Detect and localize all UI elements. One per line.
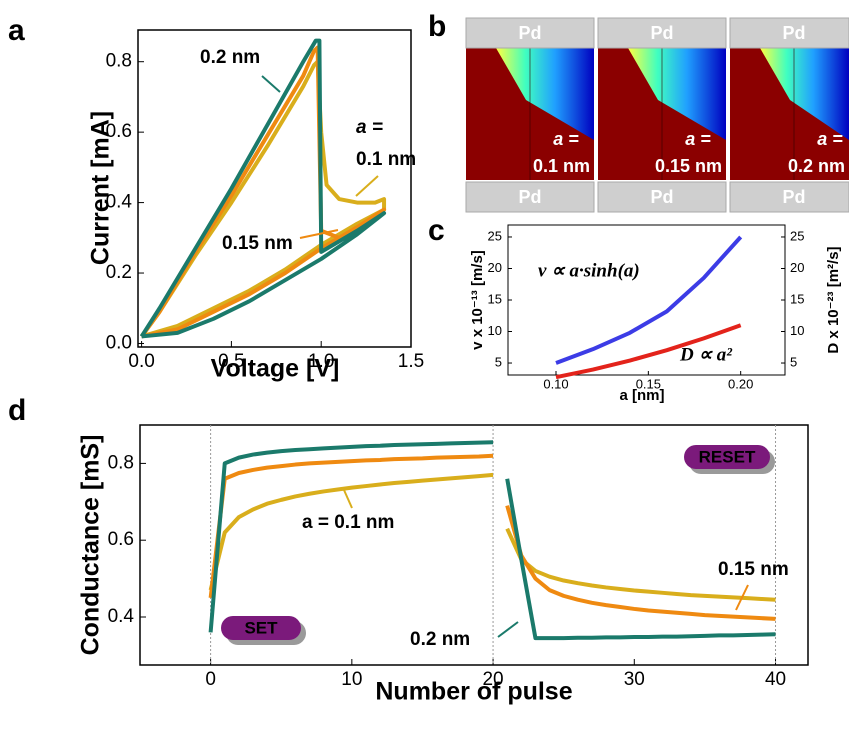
data-line xyxy=(139,45,387,339)
x-tick-label: 0.10 xyxy=(543,376,568,391)
badge-label: SET xyxy=(244,618,278,637)
heatmap-band xyxy=(628,48,726,140)
param-label: a = xyxy=(553,129,579,149)
annotation: 0.2 nm xyxy=(410,629,470,650)
plot-frame xyxy=(139,424,809,666)
plot-frame xyxy=(507,224,786,376)
x-axis-label: Voltage [V] xyxy=(211,355,340,383)
data-line xyxy=(208,453,494,599)
x-tick-label: 0.5 xyxy=(218,351,244,372)
param-label: a = xyxy=(817,129,843,149)
y-tick-label: 10 xyxy=(488,323,502,338)
data-line xyxy=(505,478,776,641)
x-tick-label: 0.0 xyxy=(128,351,154,372)
annotation-arrow xyxy=(299,229,339,239)
x-tick-label: 40 xyxy=(765,669,786,690)
y-axis-label: v x 10⁻¹³ [m/s] xyxy=(469,250,486,350)
x-axis-label: a [nm] xyxy=(620,387,665,404)
param-value: 0.1 nm xyxy=(533,156,590,176)
x-tick-label: 30 xyxy=(624,669,645,690)
annotation-arrow xyxy=(497,621,519,638)
annotation-arrow xyxy=(355,175,379,197)
data-line xyxy=(555,323,742,380)
data-line xyxy=(139,59,387,339)
electrode xyxy=(465,181,595,213)
electrode xyxy=(465,17,595,49)
annotation: a = xyxy=(356,117,383,138)
panel-label: b xyxy=(428,10,446,43)
data-line xyxy=(555,235,743,365)
annotation-arrow xyxy=(261,75,281,93)
heatmap-band xyxy=(760,48,849,140)
y-tick-label: 5 xyxy=(495,354,502,369)
y-axis-label: Current [mA] xyxy=(87,111,115,265)
y-tick-label: 15 xyxy=(488,291,502,306)
annotation-arrow xyxy=(343,489,353,509)
electrode xyxy=(597,181,727,213)
annotation-arrow xyxy=(735,584,749,611)
annotation: 0.1 nm xyxy=(356,149,416,170)
y2-tick-label: 5 xyxy=(790,354,797,369)
electrode-label: Pd xyxy=(518,23,541,43)
y-tick-label: 0.6 xyxy=(106,121,132,142)
y-tick-label: 0.4 xyxy=(108,606,135,627)
panel-label: c xyxy=(428,214,445,247)
annotation: v ∝ a·sinh(a) xyxy=(538,260,640,281)
y-tick-label: 25 xyxy=(488,228,502,243)
electrode xyxy=(729,17,849,49)
x-tick-label: 1.5 xyxy=(398,351,424,372)
y-axis-label: Conductance [mS] xyxy=(77,435,105,656)
param-value: 0.2 nm xyxy=(788,156,845,176)
annotation: 0.2 nm xyxy=(200,47,260,68)
y2-tick-label: 15 xyxy=(790,291,804,306)
data-line xyxy=(505,505,776,621)
x-tick-label: 10 xyxy=(341,669,362,690)
annotation: 0.15 nm xyxy=(222,233,293,254)
electrode-label: Pd xyxy=(650,187,673,207)
data-line xyxy=(505,527,776,602)
data-line xyxy=(139,38,387,339)
y2-tick-label: 10 xyxy=(790,323,804,338)
y-tick-label: 0.8 xyxy=(106,51,132,72)
param-value: 0.15 nm xyxy=(655,156,722,176)
y2-tick-label: 20 xyxy=(790,260,804,275)
electrode-label: Pd xyxy=(782,23,805,43)
data-line xyxy=(208,440,494,633)
electrode-label: Pd xyxy=(650,23,673,43)
panel-label: d xyxy=(8,394,26,427)
x-tick-label: 0.20 xyxy=(728,376,753,391)
x-tick-label: 0 xyxy=(205,669,216,690)
y-tick-label: 0.0 xyxy=(106,332,132,353)
y2-axis-label: D x 10⁻²³ [m²/s] xyxy=(825,246,842,353)
plot-frame xyxy=(137,29,412,348)
x-tick-label: 1.0 xyxy=(308,351,334,372)
electrode-label: Pd xyxy=(518,187,541,207)
data-line xyxy=(208,472,494,591)
param-label: a = xyxy=(685,129,711,149)
x-axis-label: Number of pulse xyxy=(375,678,572,706)
x-tick-label: 0.15 xyxy=(636,376,661,391)
y2-tick-label: 25 xyxy=(790,228,804,243)
heatmap-band xyxy=(496,48,594,140)
y-tick-label: 0.2 xyxy=(106,262,132,283)
panel-label: a xyxy=(8,14,25,47)
y-tick-label: 20 xyxy=(488,260,502,275)
annotation: 0.15 nm xyxy=(718,559,789,580)
y-tick-label: 0.4 xyxy=(106,192,133,213)
annotation: a = 0.1 nm xyxy=(302,512,394,533)
y-tick-label: 0.8 xyxy=(108,452,134,473)
x-tick-label: 20 xyxy=(482,669,503,690)
badge xyxy=(684,445,770,469)
electrode xyxy=(729,181,849,213)
annotation: D ∝ a² xyxy=(679,344,733,365)
electrode xyxy=(597,17,727,49)
electrode-label: Pd xyxy=(782,187,805,207)
badge xyxy=(221,616,301,640)
badge-label: RESET xyxy=(699,447,756,466)
y-tick-label: 0.6 xyxy=(108,529,134,550)
